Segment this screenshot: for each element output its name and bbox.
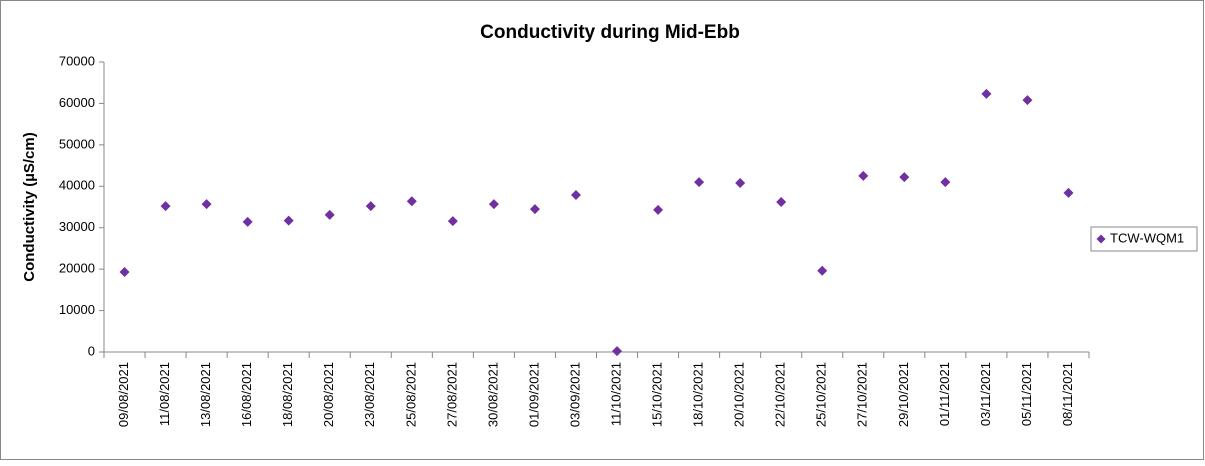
x-tick-label: 20/08/2021 [321,362,336,427]
marker [488,199,499,210]
y-tick-label: 30000 [59,219,95,234]
x-tick-label: 08/11/2021 [1060,362,1075,426]
y-tick-label: 70000 [59,53,95,68]
y-tick-label: 20000 [59,261,95,276]
marker [1063,187,1074,198]
marker [858,170,869,181]
legend-marker [1096,234,1106,244]
marker [160,201,171,212]
x-tick-label: 13/08/2021 [198,362,213,427]
x-tick-label: 22/10/2021 [773,362,788,427]
x-tick-label: 25/08/2021 [403,362,418,427]
y-tick-label: 40000 [59,178,95,193]
marker [735,177,746,188]
marker [447,216,458,227]
x-tick-label: 30/08/2021 [485,362,500,427]
marker [283,215,294,226]
marker [940,177,951,188]
marker [201,199,212,210]
marker [694,177,705,188]
marker [242,216,253,227]
marker [899,172,910,183]
x-tick-label: 27/08/2021 [444,362,459,427]
x-tick-label: 03/09/2021 [567,362,582,427]
marker [324,209,335,220]
marker [612,346,623,357]
marker [981,88,992,99]
y-tick-label: 50000 [59,136,95,151]
x-tick-label: 05/11/2021 [1019,362,1034,426]
x-tick-label: 23/08/2021 [362,362,377,427]
x-tick-label: 01/11/2021 [937,362,952,426]
x-tick-label: 18/10/2021 [691,362,706,427]
x-tick-label: 25/10/2021 [814,362,829,427]
x-tick-label: 11/08/2021 [157,362,172,426]
marker [365,201,376,212]
x-tick-label: 09/08/2021 [116,362,131,427]
x-tick-label: 18/08/2021 [280,362,295,427]
x-tick-label: 15/10/2021 [650,362,665,427]
legend-box [1090,226,1198,252]
y-axis-label: Conductivity (µS/cm) [21,132,38,282]
x-tick-label: 16/08/2021 [239,362,254,427]
marker [776,197,787,208]
legend-label: TCW-WQM1 [1110,230,1184,245]
chart-title: Conductivity during Mid-Ebb [480,22,740,43]
y-tick-label: 10000 [59,302,95,317]
marker [529,204,540,215]
marker [1022,95,1033,106]
x-tick-label: 03/11/2021 [978,362,993,426]
marker [817,265,828,276]
marker [119,267,130,278]
marker [570,189,581,200]
x-tick-label: 27/10/2021 [855,362,870,427]
x-tick-label: 29/10/2021 [896,362,911,427]
y-tick-label: 0 [88,343,95,358]
marker [406,196,417,207]
x-tick-label: 20/10/2021 [732,362,747,427]
x-tick-label: 01/09/2021 [526,362,541,427]
x-tick-label: 11/10/2021 [608,362,623,426]
y-tick-label: 60000 [59,95,95,110]
marker [653,204,664,215]
